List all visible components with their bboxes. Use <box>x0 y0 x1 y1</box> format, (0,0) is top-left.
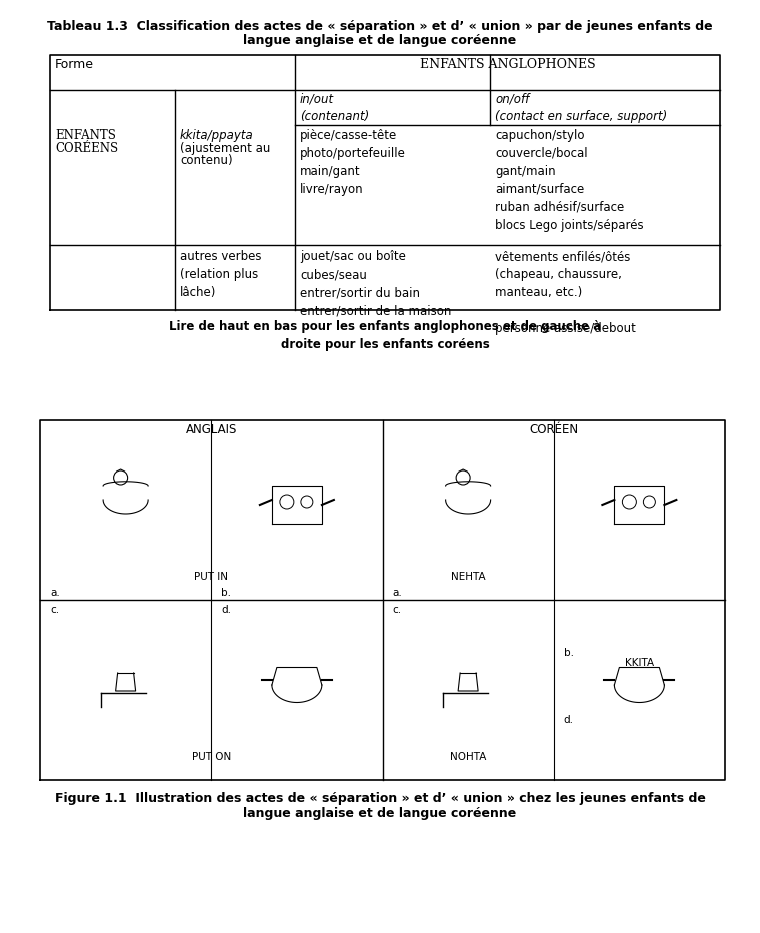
Text: NEHTA: NEHTA <box>451 572 486 582</box>
Text: Figure 1.1  Illustration des actes de « séparation » et d’ « union » chez les je: Figure 1.1 Illustration des actes de « s… <box>55 792 705 805</box>
Text: d.: d. <box>221 605 231 615</box>
Text: autres verbes
(relation plus
lâche): autres verbes (relation plus lâche) <box>180 250 261 299</box>
Text: NOHTA: NOHTA <box>450 752 486 762</box>
Text: (ajustement au: (ajustement au <box>180 142 271 155</box>
Text: c.: c. <box>50 605 59 615</box>
Text: Tableau 1.3  Classification des actes de « séparation » et d’ « union » par de j: Tableau 1.3 Classification des actes de … <box>47 20 713 33</box>
Text: Forme: Forme <box>55 58 94 71</box>
Text: a.: a. <box>392 588 402 598</box>
Text: pièce/casse-tête
photo/portefeuille
main/gant
livre/rayon: pièce/casse-tête photo/portefeuille main… <box>300 129 406 196</box>
Text: PUT IN: PUT IN <box>195 572 228 582</box>
Text: b.: b. <box>221 588 231 598</box>
Text: langue anglaise et de langue coréenne: langue anglaise et de langue coréenne <box>243 807 517 820</box>
Text: ENFANTS: ENFANTS <box>55 129 116 142</box>
Text: langue anglaise et de langue coréenne: langue anglaise et de langue coréenne <box>243 34 517 47</box>
Text: contenu): contenu) <box>180 154 233 167</box>
Text: b.: b. <box>564 648 574 658</box>
Text: ANGLAIS: ANGLAIS <box>185 423 237 436</box>
Text: CORÉENS: CORÉENS <box>55 142 118 155</box>
Text: Lire de haut en bas pour les enfants anglophones et de gauche à
droite pour les : Lire de haut en bas pour les enfants ang… <box>169 320 601 351</box>
Text: ENFANTS ANGLOPHONES: ENFANTS ANGLOPHONES <box>420 58 595 71</box>
Text: capuchon/stylo
couvercle/bocal
gant/main
aimant/surface
ruban adhésif/surface
bl: capuchon/stylo couvercle/bocal gant/main… <box>495 129 644 232</box>
Text: jouet/sac ou boîte
cubes/seau
entrer/sortir du bain
entrer/sortir de la maison: jouet/sac ou boîte cubes/seau entrer/sor… <box>300 250 451 317</box>
Text: on/off
(contact en surface, support): on/off (contact en surface, support) <box>495 93 667 123</box>
Text: KKITA: KKITA <box>625 658 654 668</box>
Text: a.: a. <box>50 588 60 598</box>
Text: kkita/ppayta: kkita/ppayta <box>180 129 254 142</box>
Text: CORÉEN: CORÉEN <box>529 423 578 436</box>
Text: vêtements enfilés/ôtés
(chapeau, chaussure,
manteau, etc.)

personne assise/debo: vêtements enfilés/ôtés (chapeau, chaussu… <box>495 250 636 335</box>
Text: d.: d. <box>564 715 574 725</box>
Text: PUT ON: PUT ON <box>192 752 231 762</box>
Text: in/out
(contenant): in/out (contenant) <box>300 93 369 123</box>
Text: c.: c. <box>392 605 401 615</box>
